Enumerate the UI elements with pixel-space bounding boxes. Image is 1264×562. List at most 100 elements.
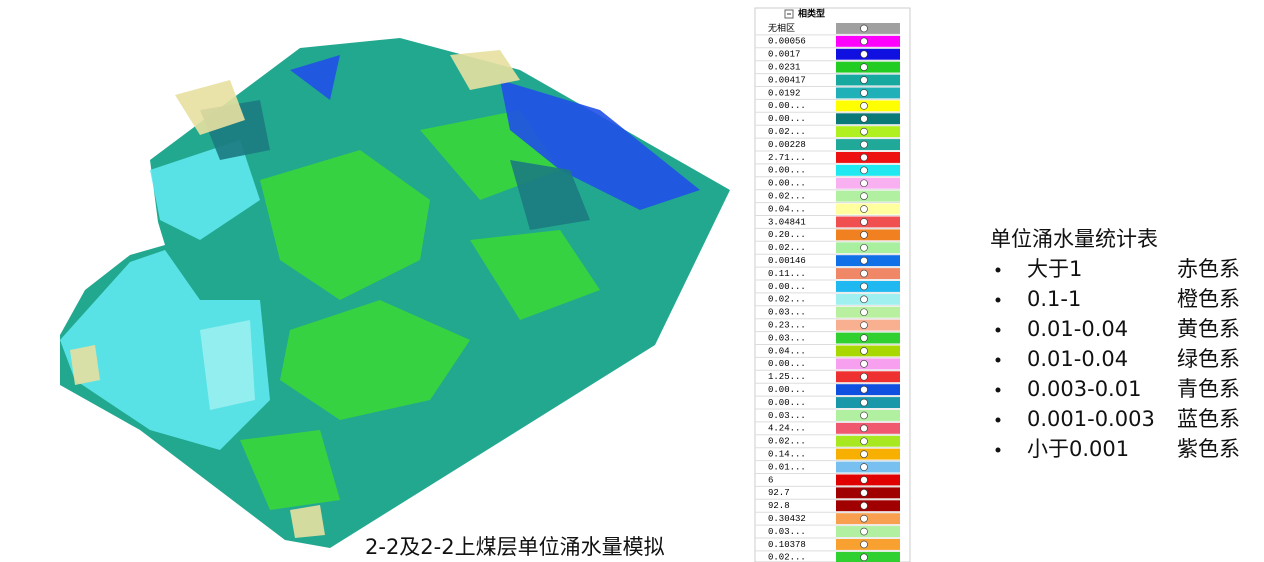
legend-label: 1.25... (768, 372, 806, 382)
legend-label: 0.00228 (768, 140, 806, 150)
legend-label: 0.00056 (768, 37, 806, 47)
legend-swatch (836, 23, 900, 34)
legend-label: 0.30432 (768, 514, 806, 524)
legend-swatch (836, 358, 900, 370)
visibility-toggle (860, 501, 868, 510)
map-region (280, 300, 470, 420)
visibility-toggle (860, 166, 868, 175)
visibility-toggle (860, 398, 868, 407)
visibility-toggle (860, 50, 868, 59)
visibility-toggle (860, 527, 868, 536)
legend-swatch (836, 332, 900, 344)
visibility-toggle (860, 153, 868, 162)
legend-swatch (836, 190, 900, 202)
visibility-toggle (860, 24, 868, 33)
bullet (995, 327, 1001, 333)
visibility-toggle (860, 553, 868, 562)
legend-swatch (836, 422, 900, 434)
visibility-toggle (860, 372, 868, 381)
legend-swatch (836, 435, 900, 447)
bullet (995, 267, 1001, 273)
legend-label: 0.00... (768, 385, 806, 395)
visibility-toggle (860, 192, 868, 200)
legend-panel: 相类型 无相区 0.00056 0.0017 0.0231 0.00417 0.0192 0… (754, 7, 911, 562)
visibility-toggle (860, 308, 868, 317)
legend-label: 0.02... (768, 192, 806, 202)
legend-label: 0.0017 (768, 50, 800, 60)
legend-swatch (836, 255, 900, 267)
visibility-toggle (860, 463, 868, 471)
legend-label: 0.00146 (768, 256, 806, 266)
legend-label: 6 (768, 475, 773, 485)
legend-label: 0.00... (768, 114, 806, 124)
stat-color-name: 橙色系 (1177, 287, 1240, 311)
legend-swatch (836, 61, 900, 73)
legend-swatch (836, 487, 900, 499)
map-region (450, 50, 520, 90)
legend-swatch (836, 216, 900, 228)
legend-label: 0.0192 (768, 88, 800, 98)
map-region (470, 230, 600, 320)
legend-swatch (836, 113, 900, 125)
legend-swatch (836, 345, 900, 357)
legend-label: 0.03... (768, 308, 806, 318)
legend-label: 4.24... (768, 424, 806, 434)
visibility-toggle (860, 321, 868, 329)
legend-label: 0.0231 (768, 63, 800, 73)
visibility-toggle (860, 140, 868, 149)
legend-label: 0.00... (768, 166, 806, 176)
legend-label: 0.14... (768, 450, 806, 460)
legend-label: 3.04841 (768, 217, 806, 227)
map-region (290, 55, 340, 100)
legend-label: 0.00... (768, 398, 806, 408)
visibility-toggle (860, 218, 868, 226)
map-region (175, 80, 245, 135)
legend-label: 0.03... (768, 411, 806, 421)
legend-swatch (836, 203, 900, 215)
visibility-toggle (860, 102, 868, 110)
visibility-toggle (860, 334, 868, 342)
stat-color-name: 紫色系 (1177, 437, 1240, 461)
visibility-toggle (860, 476, 868, 484)
legend-swatch (836, 539, 900, 550)
legend-swatch (836, 242, 900, 254)
visibility-toggle (860, 205, 868, 213)
legend-swatch (836, 126, 900, 138)
legend-swatch (836, 551, 900, 562)
legend-swatch (836, 526, 900, 537)
visibility-toggle (860, 114, 868, 123)
legend-label: 0.23... (768, 321, 806, 331)
map-region (240, 430, 340, 510)
stat-range: 0.1-1 (1027, 287, 1081, 311)
legend-label: 0.20... (768, 230, 806, 240)
legend-label: 0.00... (768, 359, 806, 369)
legend-label: 0.00417 (768, 75, 806, 85)
stats-block: 单位涌水量统计表 大于1 赤色系 0.1-1 橙色系 0.01-0.04 黄色系 0.01-… (990, 227, 1240, 461)
visibility-toggle (860, 514, 868, 523)
visibility-toggle (860, 489, 868, 497)
legend-label: 92.7 (768, 488, 790, 498)
legend-label: 0.02... (768, 243, 806, 253)
visibility-toggle (860, 385, 868, 394)
legend-swatch (836, 177, 900, 189)
stat-color-name: 黄色系 (1177, 317, 1240, 341)
visibility-toggle (860, 37, 868, 46)
legend-swatch (836, 139, 900, 150)
stat-color-name: 绿色系 (1177, 347, 1240, 371)
stat-color-name: 赤色系 (1177, 257, 1240, 281)
legend-label: 无相区 (768, 22, 795, 34)
map-region (200, 320, 255, 410)
bullet (995, 417, 1001, 423)
stat-color-name: 蓝色系 (1177, 407, 1240, 431)
bullet (995, 297, 1001, 303)
legend-swatch (836, 410, 900, 421)
legend-label: 0.04... (768, 346, 806, 356)
legend-label: 92.8 (768, 501, 790, 511)
legend-swatch (836, 448, 900, 460)
visibility-toggle (860, 76, 868, 84)
legend-label: 0.03... (768, 527, 806, 537)
caption: 2-2及2-2上煤层单位涌水量模拟 (365, 535, 665, 559)
legend-swatch (836, 461, 900, 473)
visibility-toggle (860, 411, 868, 420)
